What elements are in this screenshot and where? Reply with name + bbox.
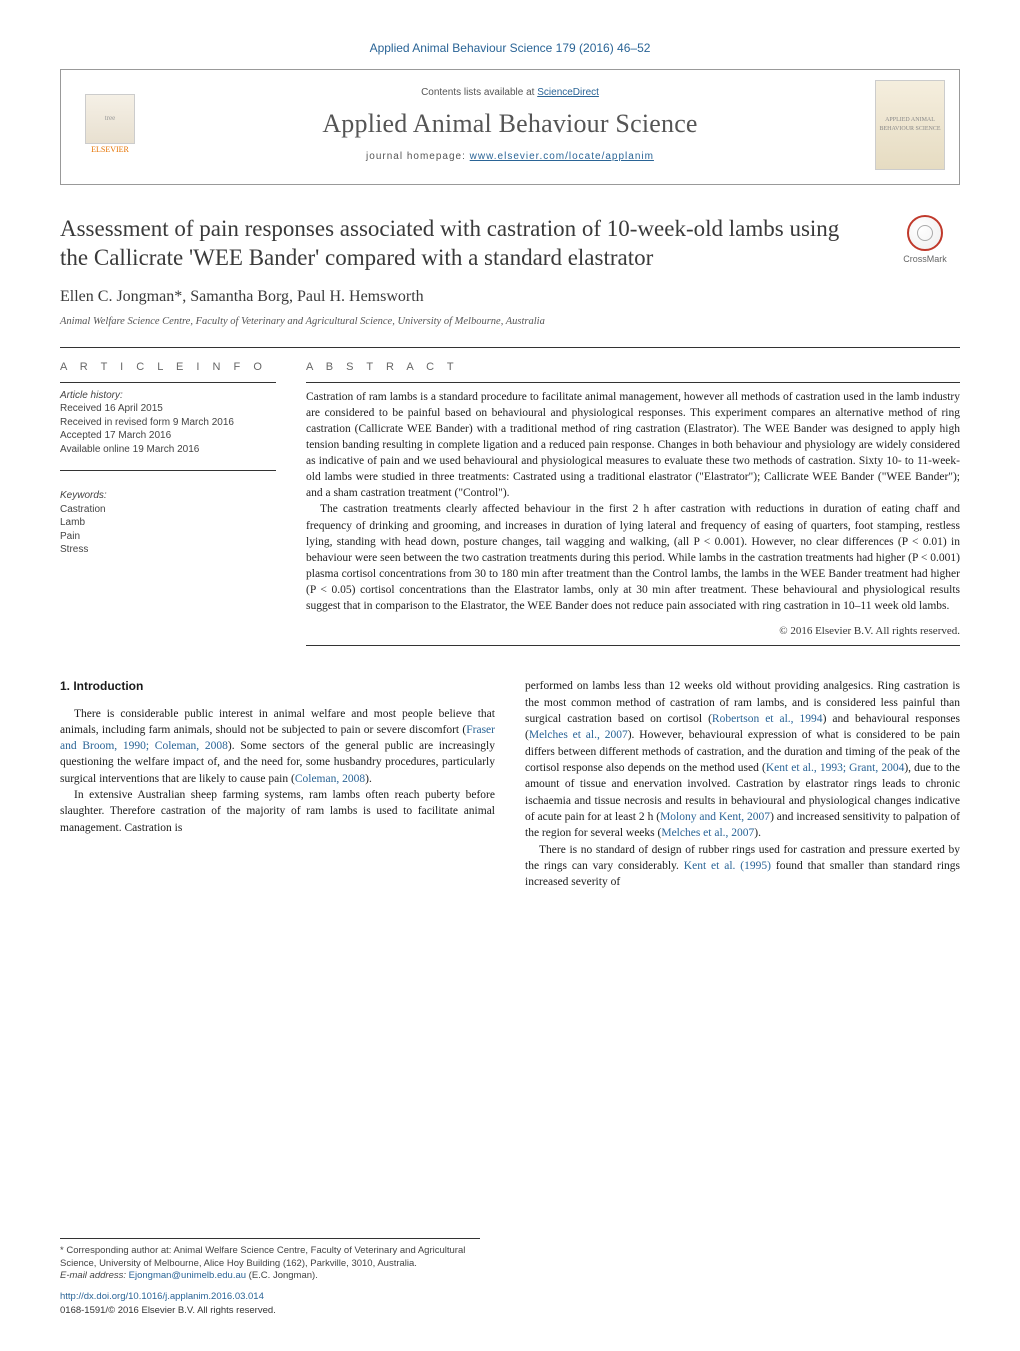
crossmark-label: CrossMark (903, 254, 947, 264)
citation-link[interactable]: Robertson et al., 1994 (712, 713, 823, 725)
article-info-col: A R T I C L E I N F O Article history: R… (60, 360, 276, 652)
body-paragraph: performed on lambs less than 12 weeks ol… (525, 678, 960, 841)
article-history: Article history: Received 16 April 2015 … (60, 389, 276, 457)
journal-header-box: tree ELSEVIER Contents lists available a… (60, 69, 960, 185)
affiliation: Animal Welfare Science Centre, Faculty o… (60, 315, 960, 330)
citation-link[interactable]: Melches et al., 2007 (529, 729, 628, 741)
history-accepted: Accepted 17 March 2016 (60, 429, 276, 443)
abstract-col: A B S T R A C T Castration of ram lambs … (306, 360, 960, 652)
citation-link[interactable]: Coleman, 2008 (295, 773, 365, 785)
article-title: Assessment of pain responses associated … (60, 215, 850, 273)
sciencedirect-link[interactable]: ScienceDirect (537, 87, 599, 98)
body-columns: 1. Introduction There is considerable pu… (60, 678, 960, 890)
citation-link[interactable]: Molony and Kent, 2007 (660, 811, 770, 823)
elsevier-logo: tree ELSEVIER (75, 86, 145, 164)
body-paragraph: In extensive Australian sheep farming sy… (60, 787, 495, 836)
elsevier-tree-icon: tree (85, 94, 135, 144)
doi-link[interactable]: http://dx.doi.org/10.1016/j.applanim.201… (60, 1290, 480, 1303)
homepage-link[interactable]: www.elsevier.com/locate/applanim (470, 151, 654, 162)
keyword: Pain (60, 530, 276, 544)
homepage-prefix: journal homepage: (366, 151, 470, 162)
abstract-p2: The castration treatments clearly affect… (306, 501, 960, 614)
keyword: Castration (60, 503, 276, 517)
section-heading-intro: 1. Introduction (60, 678, 495, 695)
divider-kw (60, 470, 276, 471)
journal-name: Applied Animal Behaviour Science (145, 106, 875, 142)
publisher-name: ELSEVIER (91, 144, 129, 155)
issn-line: 0168-1591/© 2016 Elsevier B.V. All right… (60, 1304, 480, 1317)
title-row: Assessment of pain responses associated … (60, 215, 960, 273)
footer-block: * Corresponding author at: Animal Welfar… (60, 1238, 480, 1317)
divider-info (60, 382, 276, 383)
crossmark-badge[interactable]: CrossMark (890, 215, 960, 266)
corresponding-author-note: * Corresponding author at: Animal Welfar… (60, 1245, 480, 1270)
email-link[interactable]: Ejongman@unimelb.edu.au (129, 1270, 246, 1281)
keywords-block: Keywords: Castration Lamb Pain Stress (60, 489, 276, 557)
citation-link[interactable]: Kent et al. (1995) (684, 860, 771, 872)
citation-link[interactable]: Kent et al., 1993; Grant, 2004 (766, 762, 905, 774)
email-line: E-mail address: Ejongman@unimelb.edu.au … (60, 1270, 480, 1282)
history-online: Available online 19 March 2016 (60, 443, 276, 457)
info-abstract-row: A R T I C L E I N F O Article history: R… (60, 360, 960, 652)
history-received: Received 16 April 2015 (60, 402, 276, 416)
body-paragraph: There is no standard of design of rubber… (525, 842, 960, 891)
abstract-text: Castration of ram lambs is a standard pr… (306, 389, 960, 614)
citation-link[interactable]: Melches et al., 2007 (661, 827, 754, 839)
email-suffix: (E.C. Jongman). (246, 1270, 318, 1281)
email-label: E-mail address: (60, 1270, 129, 1281)
history-heading: Article history: (60, 389, 276, 403)
abstract-p1: Castration of ram lambs is a standard pr… (306, 389, 960, 502)
contents-prefix: Contents lists available at (421, 87, 537, 98)
body-col-right: performed on lambs less than 12 weeks ol… (525, 678, 960, 890)
abstract-label: A B S T R A C T (306, 360, 960, 375)
journal-header-center: Contents lists available at ScienceDirec… (145, 86, 875, 164)
divider-top (60, 347, 960, 348)
header-citation: Applied Animal Behaviour Science 179 (20… (60, 40, 960, 57)
body-paragraph: There is considerable public interest in… (60, 706, 495, 788)
author-list: Ellen C. Jongman*, Samantha Borg, Paul H… (60, 286, 960, 308)
crossmark-icon (907, 215, 943, 251)
body-col-left: 1. Introduction There is considerable pu… (60, 678, 495, 890)
keywords-heading: Keywords: (60, 489, 276, 503)
divider-abstract (306, 382, 960, 383)
keyword: Stress (60, 543, 276, 557)
contents-line: Contents lists available at ScienceDirec… (145, 86, 875, 100)
abstract-copyright: © 2016 Elsevier B.V. All rights reserved… (306, 624, 960, 639)
journal-homepage: journal homepage: www.elsevier.com/locat… (145, 150, 875, 164)
divider-abstract-bottom (306, 645, 960, 646)
history-revised: Received in revised form 9 March 2016 (60, 416, 276, 430)
keyword: Lamb (60, 516, 276, 530)
journal-cover-icon: APPLIED ANIMAL BEHAVIOUR SCIENCE (875, 80, 945, 170)
article-info-label: A R T I C L E I N F O (60, 360, 276, 375)
